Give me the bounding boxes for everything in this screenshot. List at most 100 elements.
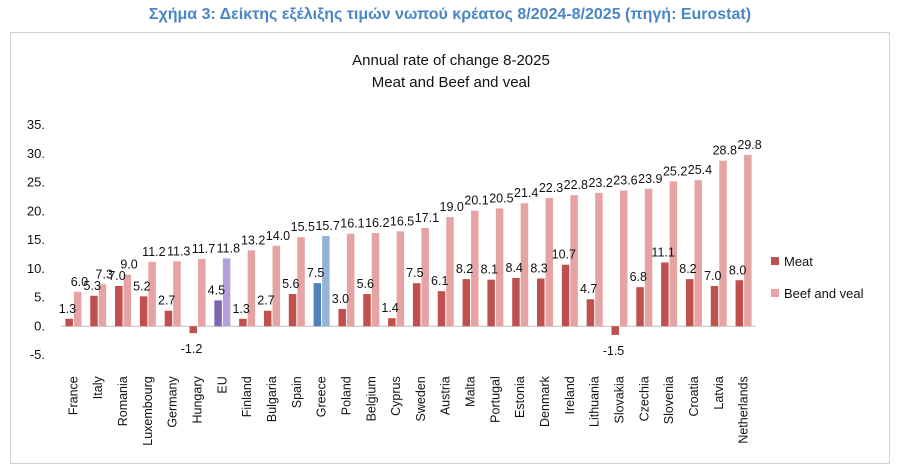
bar-meat bbox=[487, 279, 495, 327]
data-label-meat: 8.3 bbox=[530, 262, 547, 276]
bar-beef-and-veal bbox=[570, 195, 578, 327]
bar-beef-and-veal bbox=[123, 274, 132, 327]
bar-beef-and-veal bbox=[73, 291, 82, 327]
data-label-beef-and-veal: 11.8 bbox=[217, 241, 240, 255]
data-label-meat: 5.3 bbox=[84, 279, 101, 293]
y-tick-label: -5. bbox=[30, 347, 45, 362]
y-tick-label: 30. bbox=[27, 146, 45, 161]
bar-beef-and-veal bbox=[198, 258, 206, 327]
y-tick-label: 25. bbox=[27, 175, 45, 190]
data-label-beef-and-veal: 14.0 bbox=[266, 229, 290, 243]
bar-beef-and-veal bbox=[619, 190, 628, 327]
chart-title: Annual rate of change 8-2025 bbox=[352, 52, 550, 69]
data-label-beef-and-veal: 16.2 bbox=[365, 216, 389, 230]
data-label-meat: 7.0 bbox=[704, 269, 721, 283]
bar-meat bbox=[115, 286, 123, 327]
x-category-label: Estonia bbox=[513, 376, 527, 418]
x-category-label: Poland bbox=[339, 376, 353, 415]
data-label-meat: 11.1 bbox=[651, 245, 674, 259]
data-label-meat: 5.2 bbox=[133, 279, 150, 293]
bar-meat bbox=[462, 279, 471, 327]
bar-meat bbox=[363, 294, 371, 327]
chart-subtitle: Meat and Beef and veal bbox=[372, 74, 530, 91]
y-tick-label: 10. bbox=[27, 261, 45, 276]
x-category-label: Bulgaria bbox=[265, 376, 279, 422]
data-label-beef-and-veal: 23.9 bbox=[638, 172, 662, 186]
x-category-label: Slovakia bbox=[612, 376, 626, 423]
bar-meat bbox=[661, 262, 669, 327]
data-label-beef-and-veal: 16.5 bbox=[390, 214, 414, 228]
data-label-meat: 7.5 bbox=[406, 266, 423, 280]
data-label-beef-and-veal: 22.3 bbox=[539, 181, 563, 195]
data-label-beef-and-veal: 20.5 bbox=[489, 191, 513, 205]
bar-meat bbox=[65, 318, 73, 327]
bar-meat bbox=[735, 280, 744, 327]
data-label-meat: 1.4 bbox=[381, 301, 398, 315]
data-label-beef-and-veal: 23.2 bbox=[588, 176, 612, 190]
data-label-beef-and-veal: 9.0 bbox=[120, 258, 137, 272]
bar-meat bbox=[288, 294, 297, 327]
y-tick-label: 35. bbox=[27, 117, 45, 132]
data-label-meat: 8.2 bbox=[679, 262, 696, 276]
data-label-meat: 1.3 bbox=[59, 302, 76, 316]
document-caption: Σχήμα 3: Δείκτης εξέλιξης τιμών νωπού κρ… bbox=[148, 6, 752, 23]
bar-beef-and-veal bbox=[371, 233, 380, 327]
bar-beef-and-veal bbox=[545, 198, 554, 327]
bar-meat bbox=[313, 283, 322, 327]
bar-beef-and-veal bbox=[744, 154, 752, 327]
x-category-label: Austria bbox=[439, 376, 453, 415]
x-category-label: Cyprus bbox=[389, 376, 403, 416]
bar-meat bbox=[537, 278, 545, 327]
x-category-label: Malta bbox=[464, 376, 478, 407]
data-label-beef-and-veal: 11.7 bbox=[192, 242, 215, 256]
legend-swatch bbox=[771, 257, 779, 265]
bar-beef-and-veal bbox=[421, 227, 429, 327]
bar-meat bbox=[263, 310, 272, 327]
data-label-meat: 3.0 bbox=[332, 292, 349, 306]
bar-beef-and-veal bbox=[595, 192, 603, 327]
bar-beef-and-veal bbox=[520, 203, 529, 327]
x-category-label: Netherlands bbox=[737, 376, 751, 443]
data-label-meat: 4.5 bbox=[208, 283, 225, 297]
data-label-beef-and-veal: 21.4 bbox=[514, 186, 538, 200]
x-category-label: Croatia bbox=[687, 376, 701, 416]
bar-beef-and-veal bbox=[396, 231, 405, 327]
data-label-meat: 2.7 bbox=[257, 294, 274, 308]
data-label-beef-and-veal: 25.2 bbox=[663, 164, 687, 178]
data-label-meat: 5.6 bbox=[282, 277, 299, 291]
data-label-meat: 7.0 bbox=[108, 269, 125, 283]
legend-swatch bbox=[771, 289, 779, 297]
data-label-meat: 8.0 bbox=[729, 263, 746, 277]
bar-meat bbox=[239, 318, 247, 327]
data-label-beef-and-veal: 19.0 bbox=[440, 200, 464, 214]
bar-meat bbox=[164, 310, 173, 327]
x-category-label: Belgium bbox=[364, 376, 378, 421]
bar-meat bbox=[90, 295, 98, 327]
data-label-beef-and-veal: 13.2 bbox=[241, 233, 265, 247]
data-label-meat: 8.4 bbox=[506, 261, 523, 275]
data-label-meat: 7.5 bbox=[307, 266, 324, 280]
chart-legend: Meat Beef and veal bbox=[771, 254, 864, 301]
bar-meat bbox=[685, 279, 694, 327]
bar-beef-and-veal bbox=[694, 180, 702, 327]
x-category-label: Denmark bbox=[538, 376, 552, 427]
y-tick-label: 20. bbox=[27, 203, 45, 218]
chart-bars bbox=[65, 154, 752, 335]
x-category-label: Sweden bbox=[414, 376, 428, 421]
x-category-label: Italy bbox=[91, 376, 105, 400]
bar-beef-and-veal bbox=[446, 217, 454, 327]
data-label-beef-and-veal: 22.8 bbox=[564, 178, 588, 192]
x-category-label: France bbox=[66, 376, 80, 415]
data-label-beef-and-veal: 6.0 bbox=[71, 275, 88, 289]
bar-beef-and-veal bbox=[644, 188, 653, 327]
bar-beef-and-veal bbox=[173, 261, 181, 327]
data-label-meat: 1.3 bbox=[232, 302, 249, 316]
data-label-beef-and-veal: 20.1 bbox=[464, 194, 488, 208]
legend-label: Meat bbox=[784, 254, 813, 269]
chart-x-categories: France Italy Romania Luxembourg Germany Hunga… bbox=[66, 376, 750, 446]
x-category-label: Lithuania bbox=[588, 376, 602, 427]
data-label-meat: 6.8 bbox=[630, 270, 647, 284]
x-category-label: Slovenia bbox=[662, 376, 676, 424]
x-category-label: Czechia bbox=[637, 376, 651, 421]
bar-meat bbox=[388, 318, 396, 327]
